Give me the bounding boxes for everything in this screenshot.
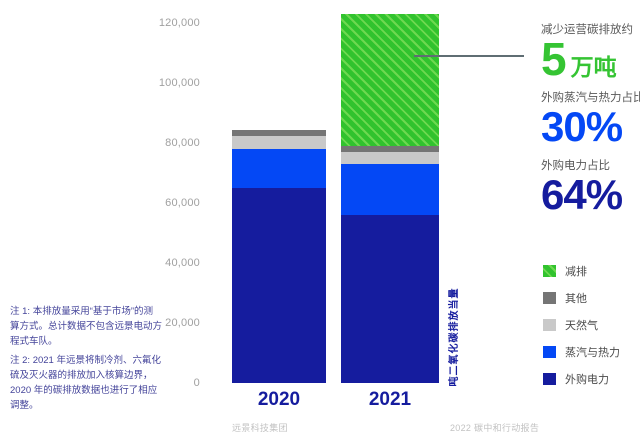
- footer-company: 远景科技集团: [232, 423, 288, 433]
- annotation-line: [414, 55, 524, 57]
- stat-steam-heat-share: 外购蒸汽与热力占比 30%: [541, 92, 640, 150]
- legend-swatch: [543, 264, 556, 277]
- note-2: 注 2: 2021 年远景将制冷剂、六氟化硫及灭火器的排放加入核算边界，2020…: [10, 355, 161, 411]
- legend-swatch: [543, 318, 556, 331]
- stat-label: 减少运营碳排放约: [541, 24, 633, 36]
- category-label: 2020: [257, 389, 301, 410]
- stat-value: 30%: [541, 103, 623, 150]
- bar-segment: [341, 152, 439, 164]
- stat-number: 5: [541, 33, 567, 85]
- legend-label: 天然气: [565, 319, 598, 332]
- bar-segment: [232, 135, 326, 149]
- bar-segment: [232, 129, 326, 136]
- bar-segment: [341, 215, 439, 383]
- y-axis-tick-label: 40,000: [165, 257, 200, 269]
- bar-segment: [341, 146, 439, 152]
- bar-segment: [341, 164, 439, 215]
- legend-swatch: [543, 372, 556, 385]
- y-axis-tick-label: 20,000: [165, 317, 200, 329]
- stat-unit: 万吨: [570, 54, 617, 80]
- bar-segment: [232, 188, 326, 383]
- legend: 减排其他天然气蒸汽与热力外购电力: [543, 257, 620, 392]
- legend-swatch: [543, 345, 556, 358]
- legend-label: 其他: [565, 292, 587, 305]
- y-axis-tick-label: 0: [193, 377, 200, 389]
- y-axis-tick-label: 60,000: [165, 197, 200, 209]
- y-axis-tick-label: 100,000: [158, 77, 200, 89]
- stat-value: 64%: [541, 171, 623, 218]
- footnotes: 注 1: 本排放量采用“基于市场”的测算方式。总计数据不包含远景电动方程式车队。…: [10, 304, 162, 417]
- legend-label: 蒸汽与热力: [565, 346, 620, 359]
- legend-label: 减排: [565, 265, 587, 278]
- footer-report-title: 2022 碳中和行动报告: [450, 423, 540, 433]
- legend-swatch: [543, 291, 556, 304]
- stat-label: 外购电力占比: [541, 160, 610, 172]
- bar-segment: [232, 149, 326, 188]
- stat-label: 外购蒸汽与热力占比: [541, 92, 640, 104]
- stat-value: 5 万吨: [541, 36, 637, 89]
- stat-reduction: 减少运营碳排放约 5 万吨: [541, 24, 637, 89]
- stat-electricity-share: 外购电力占比 64%: [541, 160, 637, 217]
- legend-item: 天然气: [543, 311, 620, 338]
- legend-label: 外购电力: [565, 373, 609, 386]
- note-1: 注 1: 本排放量采用“基于市场”的测算方式。总计数据不包含远景电动方程式车队。: [10, 306, 163, 347]
- y-axis-title: 吨二氧化碳排放当量: [449, 287, 460, 387]
- legend-item: 外购电力: [543, 365, 620, 392]
- legend-item: 减排: [543, 257, 620, 284]
- y-axis-tick-label: 120,000: [158, 17, 200, 29]
- legend-item: 蒸汽与热力: [543, 338, 620, 365]
- y-axis-tick-label: 80,000: [165, 137, 200, 149]
- legend-item: 其他: [543, 284, 620, 311]
- category-label: 2021: [368, 389, 412, 410]
- bar-segment: [341, 14, 439, 146]
